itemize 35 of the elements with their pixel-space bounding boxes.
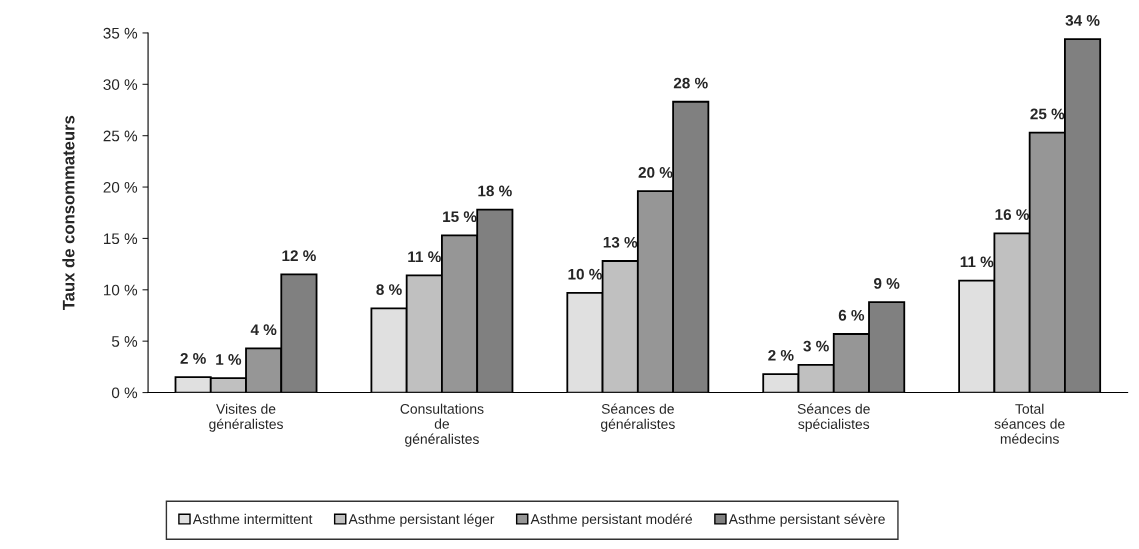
data-label: 2 %: [768, 349, 794, 361]
data-label: 11 %: [408, 251, 441, 263]
data-label: 34 %: [1065, 14, 1100, 26]
data-label: 4 %: [250, 324, 277, 336]
x-tick-label: Séances de généralistes: [600, 403, 675, 432]
y-tick-label: 20 %: [103, 181, 138, 193]
y-tick-label: 10 %: [104, 284, 138, 296]
data-label: 16 %: [995, 209, 1030, 220]
x-tick-label: Séances de spécialistes: [797, 403, 870, 432]
legend-label: Asthme persistant modéré: [530, 513, 693, 527]
data-label: 6 %: [838, 309, 865, 321]
x-tick-label: Visites de généralistes: [209, 403, 283, 432]
data-label: 2 %: [180, 353, 206, 364]
data-label: 25 %: [1030, 108, 1065, 120]
data-label: 18 %: [478, 185, 512, 197]
y-tick-label: 25 %: [103, 130, 138, 142]
data-label: 12 %: [282, 250, 316, 262]
y-tick-label: 5 %: [111, 336, 138, 347]
legend-label: Asthme persistant sévère: [728, 513, 885, 527]
y-tick-label: 15 %: [104, 233, 138, 245]
y-tick-label: 35 %: [103, 27, 138, 39]
x-tick-label: Total séances de médecins: [994, 403, 1065, 444]
data-label: 10 %: [568, 268, 602, 280]
y-tick-label: 30 %: [103, 79, 138, 90]
data-label: 9 %: [874, 278, 900, 289]
data-label: 13 %: [603, 236, 638, 248]
x-tick-label: Consultations de généralistes: [400, 403, 484, 447]
data-label: 1 %: [216, 354, 242, 365]
y-axis-title: Taux de consommateurs: [62, 115, 75, 311]
data-label: 28 %: [673, 77, 708, 89]
y-tick-label: 0 %: [111, 387, 138, 399]
data-label: 3 %: [803, 340, 829, 352]
legend-label: Asthme persistant léger: [348, 513, 495, 527]
legend-label: Asthme intermittent: [192, 513, 313, 525]
data-label: 8 %: [376, 284, 402, 295]
